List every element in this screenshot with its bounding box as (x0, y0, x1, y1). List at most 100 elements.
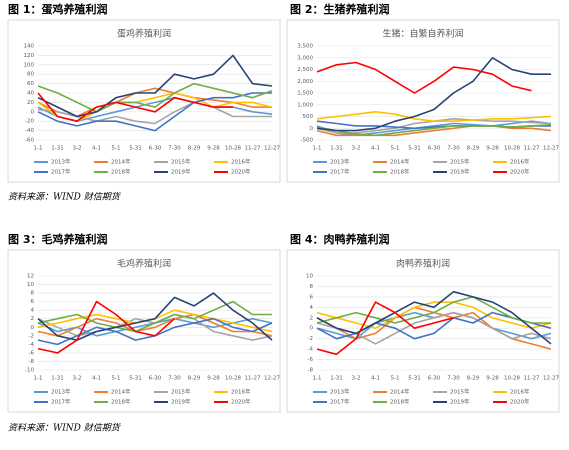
x-tick-label: 6-30 (149, 376, 162, 382)
x-tick-label: 7-30 (168, 376, 181, 382)
chart: 生猪：自繁自养利润 3,500 3,000 2,500 2,000 1,500 1,000 5… (286, 19, 560, 183)
y-tick-label: 500 (303, 114, 314, 120)
y-tick-label: -20 (25, 119, 34, 125)
x-tick-label: 11-27 (245, 146, 261, 152)
y-tick-label: -8 (308, 368, 314, 374)
y-tick-label: 0 (310, 126, 314, 132)
x-tick-label: 8-29 (188, 376, 201, 382)
x-tick-label: 10-28 (225, 376, 241, 382)
y-tick-label: 2 (31, 316, 35, 322)
legend-label: 2020年 (231, 168, 251, 176)
series-line (37, 82, 273, 113)
x-tick-label: 1-31 (330, 376, 342, 382)
x-tick-label: 3-2 (352, 376, 361, 382)
series-line (37, 92, 272, 132)
y-tick-label: -6 (308, 357, 314, 363)
y-tick-label: -2 (308, 336, 313, 342)
legend-label: 2016年 (231, 388, 251, 396)
x-tick-label: 3-2 (73, 146, 82, 152)
y-tick-label: 0 (31, 325, 35, 331)
x-tick-label: 4-1 (371, 376, 380, 382)
y-tick-label: 100 (24, 62, 35, 68)
y-tick-label: 10 (27, 282, 34, 288)
series-line (316, 290, 552, 345)
chart-title: 蛋鸡养殖利润 (117, 28, 171, 40)
legend-label: 2020年 (231, 398, 251, 406)
x-tick-label: 1-1 (34, 376, 43, 382)
legend-label: 2015年 (450, 158, 470, 166)
y-tick-label: 80 (27, 72, 34, 78)
y-tick-label: -10 (25, 368, 34, 374)
x-tick-label: 1-31 (51, 376, 63, 382)
y-tick-label: 0 (31, 109, 35, 115)
legend-label: 2015年 (171, 388, 191, 396)
series-line (316, 57, 551, 132)
legend-label: 2020年 (510, 398, 530, 406)
x-tick-label: 1-1 (313, 376, 322, 382)
source: 资料来源：WIND 财信期货 (8, 423, 122, 434)
chart-frame (286, 19, 560, 183)
x-tick-label: 11-27 (524, 146, 540, 152)
x-tick-label: 9-28 (207, 146, 220, 152)
x-tick-label: 12-27 (264, 146, 280, 152)
x-tick-label: 12-27 (264, 376, 280, 382)
legend-label: 2016年 (510, 158, 530, 166)
legend-label: 2014年 (390, 388, 410, 396)
y-tick-label: -40 (25, 128, 34, 134)
series-line (37, 300, 176, 354)
x-tick-label: 5-1 (391, 376, 400, 382)
legend-label: 2019年 (450, 398, 470, 406)
x-tick-label: 9-28 (486, 376, 499, 382)
series-line (37, 300, 272, 333)
source: 资料来源：WIND 财信期货 (8, 192, 122, 203)
series-line (316, 125, 552, 137)
x-tick-label: 3-2 (352, 146, 361, 152)
x-tick-label: 5-31 (129, 376, 141, 382)
series-line (316, 61, 532, 94)
x-tick-label: 4-1 (371, 146, 380, 152)
x-tick-label: 8-29 (467, 376, 480, 382)
x-tick-label: 6-30 (428, 146, 441, 152)
x-tick-label: 9-28 (207, 376, 220, 382)
series-line (37, 54, 273, 118)
legend-label: 2013年 (51, 388, 71, 396)
x-tick-label: 5-31 (408, 376, 420, 382)
legend-label: 2014年 (390, 158, 410, 166)
x-tick-label: 10-28 (225, 146, 241, 152)
x-tick-label: 11-27 (245, 376, 261, 382)
x-tick-label: 6-30 (428, 376, 441, 382)
caption: 图 1：蛋鸡养殖利润 (8, 2, 107, 16)
y-tick-label: -60 (25, 138, 34, 144)
y-tick-label: 1,000 (297, 102, 313, 108)
y-tick-label: 60 (27, 81, 34, 87)
x-tick-label: 6-30 (149, 146, 162, 152)
legend-label: 2017年 (330, 168, 350, 176)
series-line (316, 123, 552, 137)
y-tick-label: 4 (31, 308, 35, 314)
x-tick-label: 5-1 (112, 376, 121, 382)
x-tick-label: 7-30 (447, 146, 460, 152)
x-tick-label: 7-30 (168, 146, 181, 152)
y-tick-label: 6 (310, 294, 314, 300)
x-tick-label: 1-1 (313, 146, 322, 152)
y-tick-label: 3,500 (297, 44, 313, 50)
x-tick-label: 4-1 (92, 146, 101, 152)
y-tick-label: 2 (310, 315, 314, 321)
y-tick-label: -500 (301, 138, 314, 144)
legend-label: 2017年 (51, 398, 71, 406)
series-line (316, 301, 454, 356)
series-line (316, 296, 551, 324)
legend-label: 2017年 (330, 398, 350, 406)
y-tick-label: 6 (31, 299, 35, 305)
chart-title: 肉鸭养殖利润 (396, 258, 450, 270)
legend-label: 2015年 (171, 158, 191, 166)
x-tick-label: 1-31 (330, 146, 342, 152)
y-tick-label: 1,500 (297, 91, 313, 97)
legend-label: 2018年 (390, 398, 410, 406)
x-tick-label: 8-29 (188, 146, 201, 152)
y-tick-label: 3,000 (297, 55, 313, 61)
x-tick-label: 9-28 (486, 146, 499, 152)
y-tick-label: 140 (24, 44, 35, 50)
legend-label: 2018年 (390, 168, 410, 176)
